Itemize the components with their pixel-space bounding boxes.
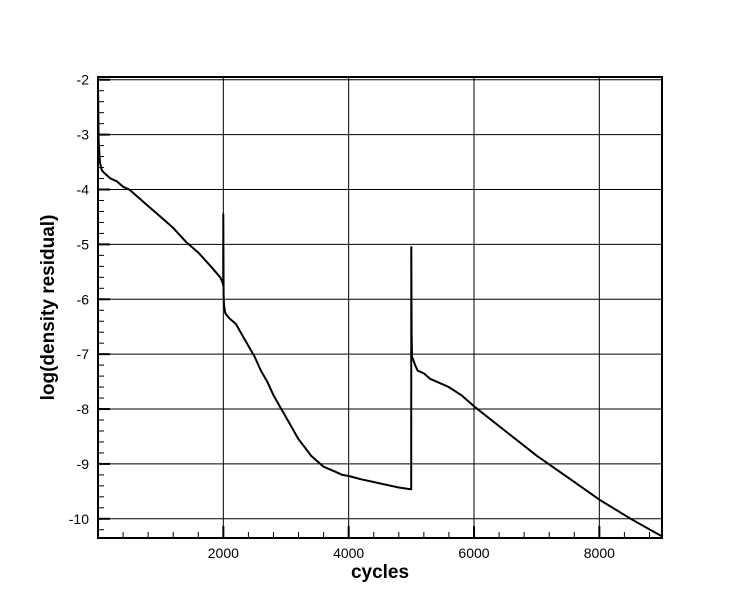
y-tick-label: -9 xyxy=(77,456,90,472)
y-tick-label: -6 xyxy=(77,291,90,307)
y-tick-label: -7 xyxy=(77,346,90,362)
x-axis-title: cycles xyxy=(351,562,409,583)
y-tick-label: -4 xyxy=(77,182,90,198)
x-tick-label: 8000 xyxy=(584,545,615,561)
y-tick-label: -5 xyxy=(77,236,90,252)
y-tick-labels: -2 -3 -4 -5 -6 -7 -8 -9 -10 xyxy=(69,72,89,527)
plot-frame xyxy=(97,76,663,539)
minor-ticks xyxy=(98,78,650,538)
x-tick-label: 6000 xyxy=(458,545,489,561)
y-tick-label: -8 xyxy=(77,401,90,417)
grid-lines xyxy=(98,77,662,538)
x-tick-labels: 2000 4000 6000 8000 xyxy=(208,545,615,561)
y-axis-title: log(density residual) xyxy=(38,215,59,401)
y-tick-label: -2 xyxy=(77,72,90,88)
x-tick-label: 4000 xyxy=(333,545,364,561)
x-tick-label: 2000 xyxy=(208,545,239,561)
residual-series-line xyxy=(97,85,663,538)
y-tick-label: -3 xyxy=(77,127,90,143)
y-tick-label: -10 xyxy=(69,511,89,527)
